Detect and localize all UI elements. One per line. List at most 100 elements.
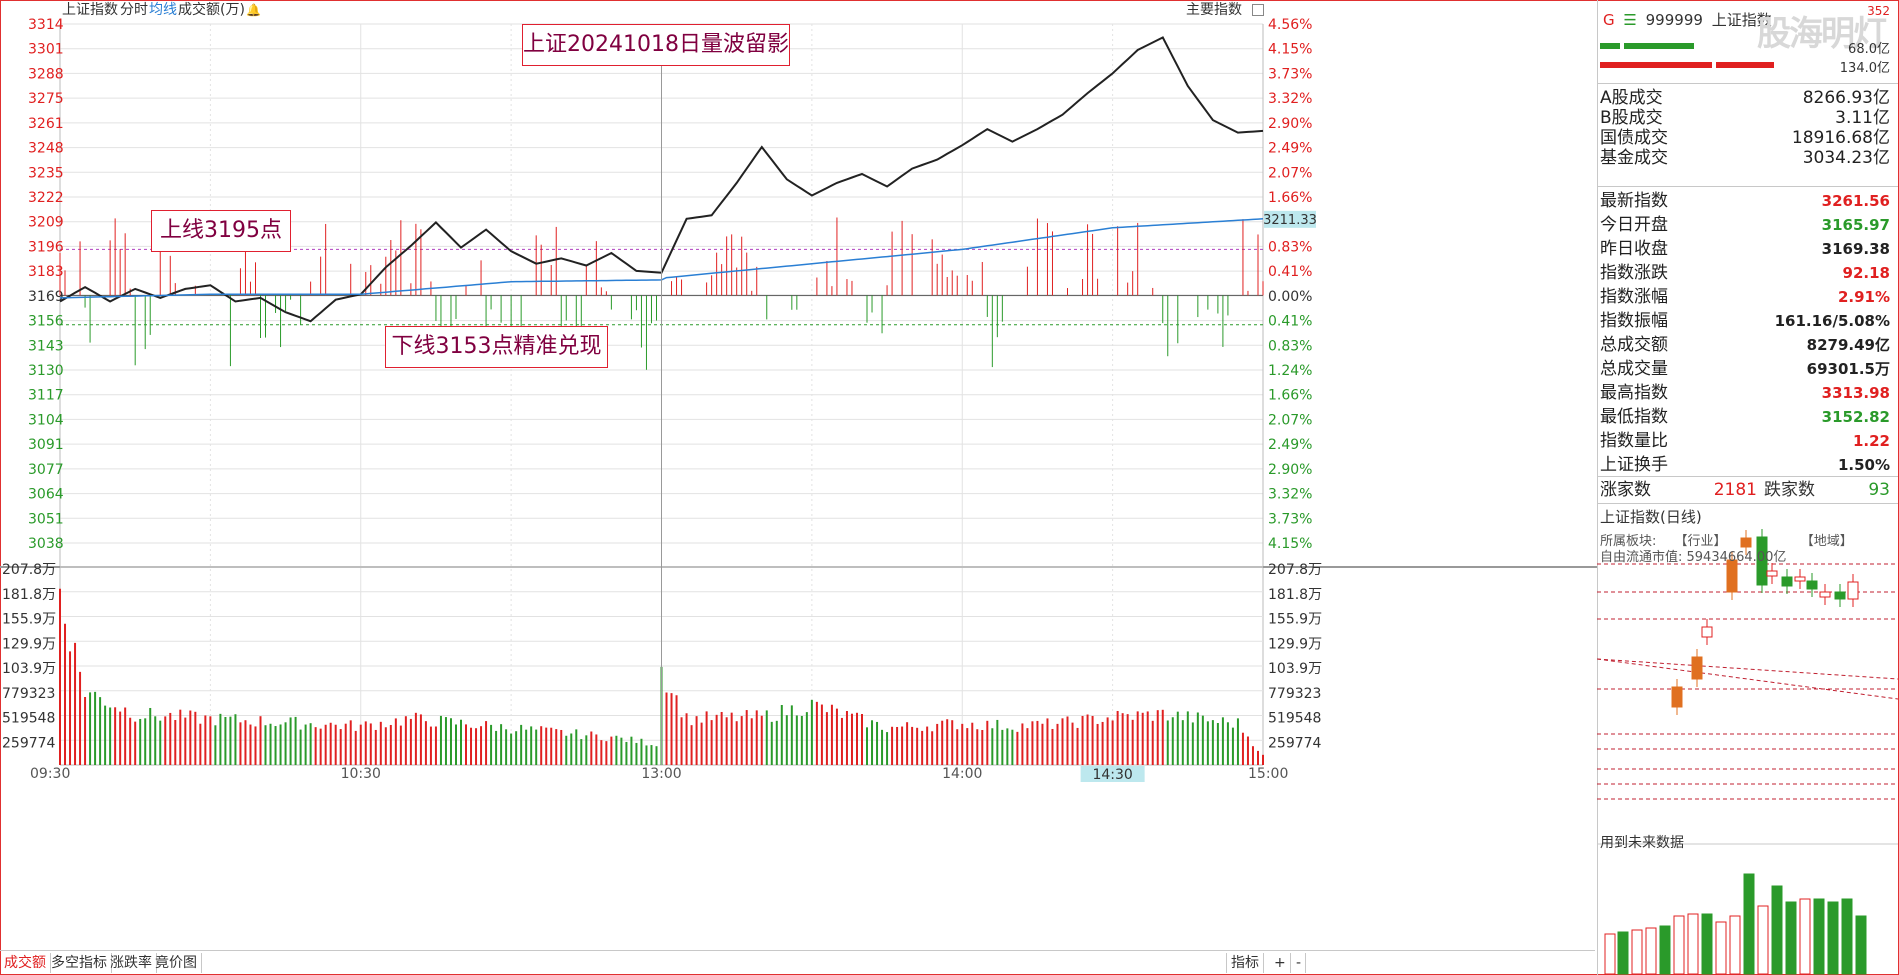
tab-advance-decline[interactable]: 涨跌率 — [106, 953, 157, 973]
panel-toggle-icon[interactable] — [1252, 4, 1264, 16]
volume-tick-right: 155.9万 — [1268, 612, 1322, 628]
mini-volume-bar — [1757, 905, 1769, 975]
quote-value: 3261.56 — [1821, 192, 1890, 210]
industry-link[interactable]: 【行业】 — [1674, 534, 1727, 549]
tab-turnover[interactable]: 成交额 — [0, 953, 51, 973]
daily-kline-chart[interactable] — [1597, 504, 1898, 975]
volume-tick-right: 779323 — [1268, 686, 1321, 702]
avg-line-toggle[interactable]: 均线 — [149, 2, 177, 18]
volume-tick-left: 181.8万 — [2, 587, 56, 603]
main-index-button[interactable]: 主要指数 — [1186, 2, 1242, 18]
mini-candle-body — [1847, 581, 1859, 600]
price-tick-left: 3156 — [28, 314, 64, 330]
quote-row: 总成交量 69301.5万 — [1597, 357, 1890, 381]
mode-tab-intraday[interactable]: 分时 — [120, 2, 148, 18]
price-tick-left: 3248 — [28, 141, 64, 157]
tab-auction[interactable]: 竟价图 — [151, 953, 202, 973]
mini-volume-bar — [1813, 898, 1825, 975]
menu-icon[interactable]: ☰ — [1623, 11, 1637, 29]
pct-tick-right: 1.66% — [1268, 190, 1312, 206]
pct-tick-right: 2.90% — [1268, 462, 1312, 478]
watermark-logo: 股海明灯 — [1757, 14, 1887, 54]
volume-tick-left: 129.9万 — [2, 636, 56, 652]
quote-row: 最高指数 3313.98 — [1597, 381, 1890, 405]
price-tick-left: 3117 — [28, 388, 64, 404]
pct-tick-right: 0.83% — [1268, 239, 1312, 255]
volume-tick-left: 207.8万 — [2, 562, 56, 578]
divider — [1597, 476, 1898, 477]
price-tick-left: 3091 — [28, 437, 64, 453]
mini-candle-body — [1756, 536, 1768, 586]
volume-tick-right: 519548 — [1268, 711, 1321, 727]
volume-tick-left: 779323 — [2, 686, 55, 702]
turnover-row: B股成交 3.11亿 — [1597, 106, 1890, 130]
daily-chart-title: 上证指数(日线) — [1600, 508, 1702, 526]
mini-volume-bar — [1785, 901, 1797, 975]
volume-tick-left: 259774 — [2, 735, 56, 751]
quote-row: 最低指数 3152.82 — [1597, 405, 1890, 429]
pct-tick-right: 4.56% — [1268, 17, 1312, 33]
pct-tick-right: 1.66% — [1268, 388, 1312, 404]
index-name-label: 上证指数 — [62, 2, 118, 18]
chart-toolbar: 上证指数 分时 均线 成交额(万) 🔔 主要指数 — [0, 0, 1595, 20]
turnover-label: B股成交 — [1600, 108, 1663, 128]
cursor-time-tag — [1080, 766, 1145, 782]
pct-tick-right: 2.49% — [1268, 437, 1312, 453]
mini-volume-bar — [1673, 915, 1685, 975]
bell-icon[interactable]: 🔔 — [246, 3, 261, 17]
flow-value-2: 134.0亿 — [1839, 61, 1890, 76]
pct-tick-right: 3.32% — [1268, 487, 1312, 503]
quote-row: 昨日收盘 3169.38 — [1597, 237, 1890, 261]
mini-volume-bar — [1771, 885, 1783, 975]
quote-label: 最低指数 — [1600, 407, 1668, 427]
mini-volume-bar — [1687, 913, 1699, 975]
turnover-row: 国债成交 18916.68亿 — [1597, 126, 1890, 150]
quote-row: 指数涨跌 92.18 — [1597, 261, 1890, 285]
mini-candle-body — [1726, 559, 1738, 593]
quote-header: G ☰ 999999 上证指数 — [1603, 9, 1772, 30]
index-title: 上证指数 — [1711, 11, 1772, 29]
intraday-chart[interactable]: 3314 4.56% 3301 4.15% 3288 3.73% 3275 3.32% 3261… — [0, 0, 1597, 975]
volume-tick-left: 519548 — [2, 711, 55, 727]
flow-bar-green-b — [1624, 43, 1694, 49]
price-tick-left: 3077 — [28, 462, 64, 478]
tab-long-short[interactable]: 多空指标 — [47, 953, 112, 973]
flow-value-1: 68.0亿 — [1848, 42, 1890, 57]
zoom-out-button[interactable]: - — [1292, 953, 1307, 973]
pct-tick-right: 2.07% — [1268, 165, 1312, 181]
mini-candle-body — [1794, 576, 1806, 582]
quote-row: 指数量比 1.22 — [1597, 429, 1890, 453]
region-link[interactable]: 【地域】 — [1800, 534, 1853, 549]
quote-label: 指数振幅 — [1600, 311, 1668, 331]
quote-value: 3152.82 — [1821, 408, 1890, 426]
mini-volume-bar — [1743, 873, 1755, 975]
pct-tick-right: 2.90% — [1268, 116, 1312, 132]
price-tick-left: 3275 — [28, 91, 64, 107]
pct-tick-right: 3.73% — [1268, 66, 1312, 82]
time-tick: 14:00 — [942, 766, 982, 782]
price-tick-left: 3104 — [28, 412, 64, 428]
zoom-in-button[interactable]: + — [1270, 953, 1291, 973]
flow-bar-red-b — [1716, 62, 1774, 68]
cursor-time-label: 14:30 — [1092, 767, 1132, 783]
quote-label: 今日开盘 — [1600, 215, 1668, 235]
turnover-label: 国债成交 — [1600, 128, 1668, 148]
pct-tick-right: 4.15% — [1268, 42, 1312, 58]
quote-row: 上证换手 1.50% — [1597, 453, 1890, 477]
quote-value: 3169.38 — [1821, 240, 1890, 258]
price-tick-left: 3196 — [28, 239, 64, 255]
volume-tick-left: 103.9万 — [2, 661, 56, 677]
group-badge: G — [1603, 11, 1615, 29]
mini-candle-body — [1671, 686, 1683, 708]
turnover-label: A股成交 — [1600, 88, 1663, 108]
advancers-value: 2181 — [1713, 480, 1757, 500]
mini-volume-bar — [1631, 929, 1643, 975]
quote-value: 161.16/5.08% — [1774, 312, 1890, 330]
avg-value-tag — [1264, 210, 1316, 228]
quote-value: 8279.49亿 — [1806, 336, 1890, 354]
turnover-value: 3034.23亿 — [1802, 148, 1890, 168]
price-lines: 3211.33 — [59, 36, 1317, 323]
pct-tick-right: 0.41% — [1268, 264, 1312, 280]
mini-candle-body — [1781, 576, 1793, 587]
indicator-button[interactable]: 指标 — [1226, 953, 1264, 973]
